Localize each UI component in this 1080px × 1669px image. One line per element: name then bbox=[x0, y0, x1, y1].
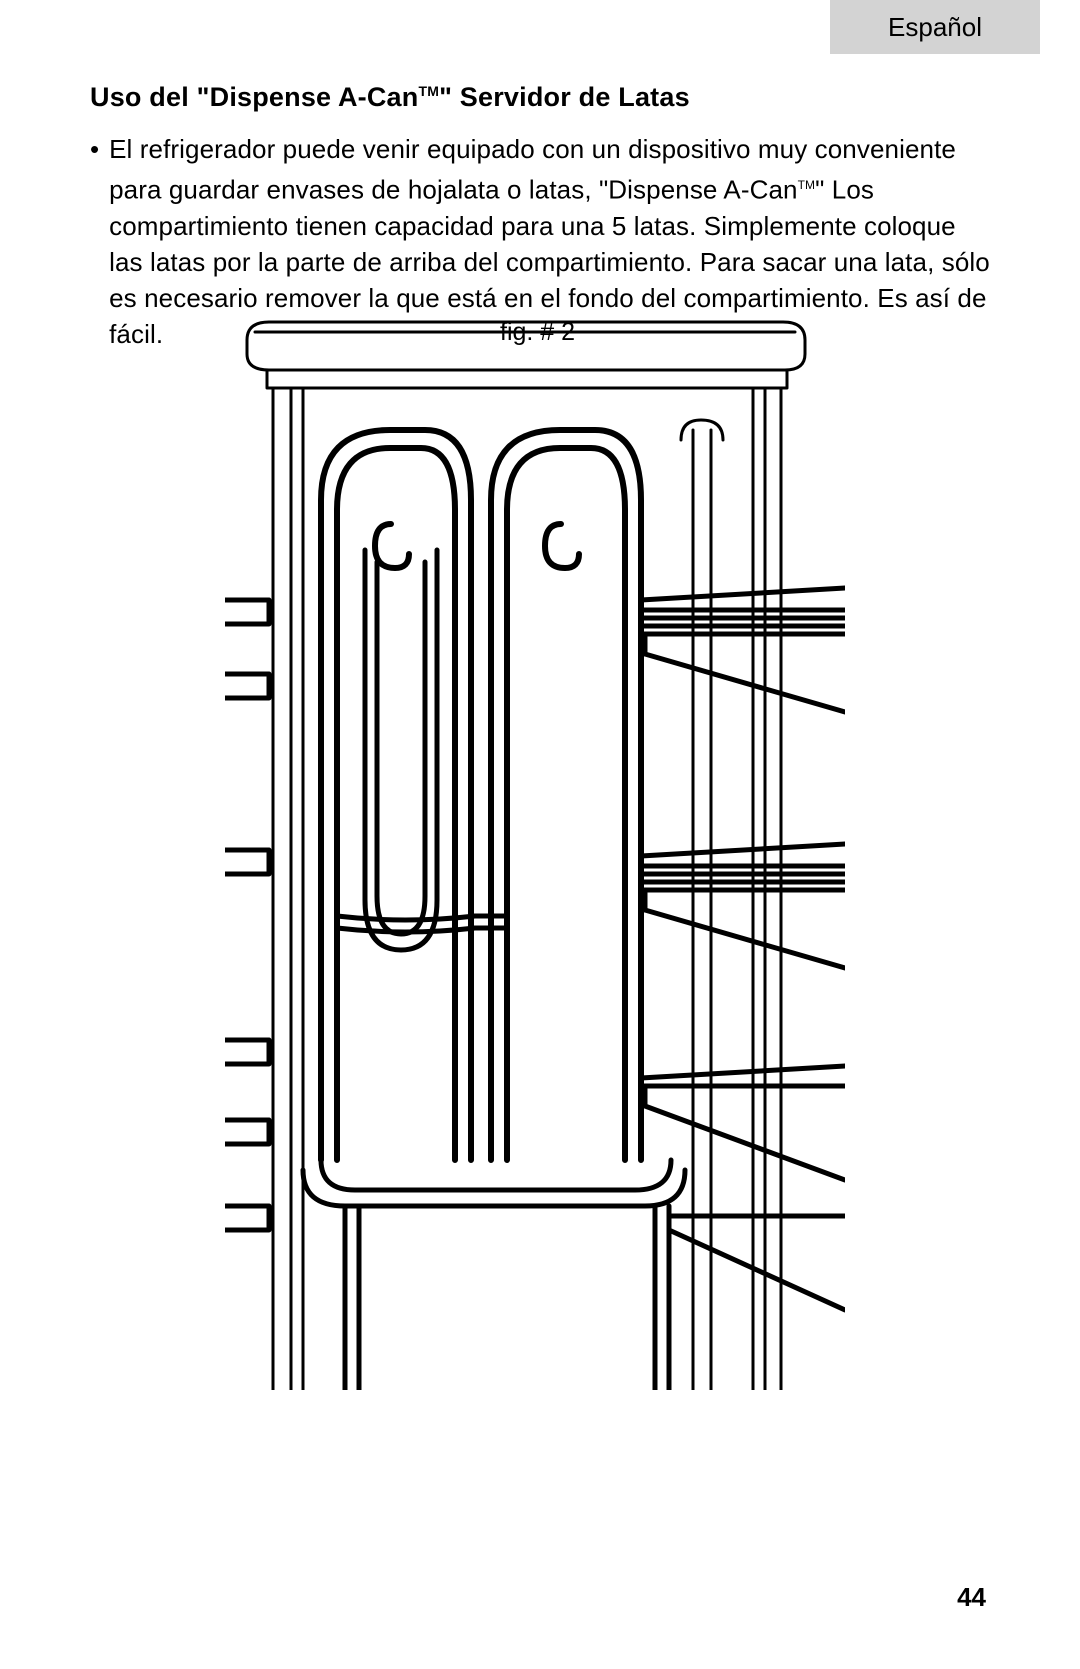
language-tab-label: Español bbox=[888, 12, 982, 43]
figure-illustration bbox=[225, 310, 845, 1390]
page-number: 44 bbox=[957, 1582, 986, 1613]
section-heading: Uso del "Dispense A-CanTM" Servidor de L… bbox=[90, 82, 990, 113]
bullet-marker: • bbox=[90, 131, 99, 352]
heading-part1: Uso del "Dispense A-Can bbox=[90, 82, 418, 112]
language-tab: Español bbox=[830, 0, 1040, 54]
body-tm: TM bbox=[798, 178, 816, 192]
heading-tm: TM bbox=[418, 83, 439, 99]
heading-part2: " Servidor de Latas bbox=[439, 82, 690, 112]
